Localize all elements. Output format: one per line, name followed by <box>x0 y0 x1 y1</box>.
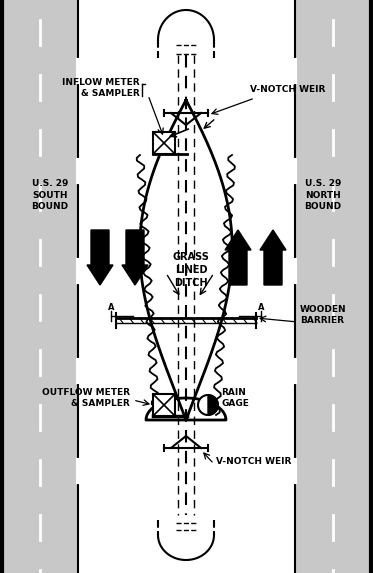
Text: A: A <box>108 304 114 312</box>
Text: A: A <box>258 304 264 312</box>
Text: V-NOTCH WEIR: V-NOTCH WEIR <box>250 85 325 95</box>
FancyArrow shape <box>260 230 286 285</box>
Text: INFLOW METER
& SAMPLER: INFLOW METER & SAMPLER <box>62 78 140 98</box>
Text: OUTFLOW METER
& SAMPLER: OUTFLOW METER & SAMPLER <box>42 388 130 408</box>
FancyArrow shape <box>225 230 251 285</box>
Text: RAIN
GAGE: RAIN GAGE <box>221 388 249 408</box>
Text: GRASS
LINED
DITCH: GRASS LINED DITCH <box>173 252 209 288</box>
Text: U.S. 29
SOUTH
BOUND: U.S. 29 SOUTH BOUND <box>31 179 69 211</box>
Circle shape <box>198 395 218 415</box>
Bar <box>153 132 175 154</box>
Bar <box>295 0 373 573</box>
FancyArrow shape <box>122 230 148 285</box>
Text: WOODEN
BARRIER: WOODEN BARRIER <box>300 305 347 325</box>
Text: U.S. 29
NORTH
BOUND: U.S. 29 NORTH BOUND <box>304 179 342 211</box>
Wedge shape <box>208 395 218 415</box>
Bar <box>0 0 78 573</box>
FancyArrow shape <box>87 230 113 285</box>
Text: V-NOTCH WEIR: V-NOTCH WEIR <box>216 457 291 466</box>
Bar <box>153 394 175 416</box>
